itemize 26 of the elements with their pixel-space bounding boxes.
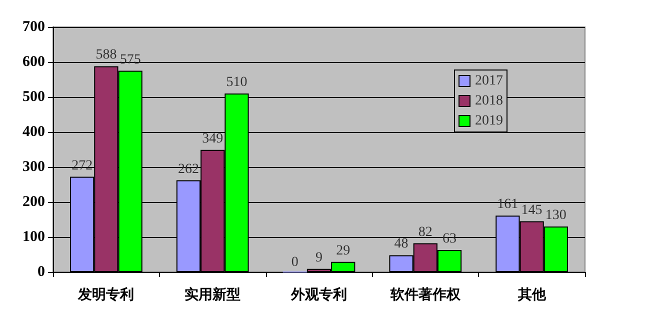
data-label: 145 (521, 202, 542, 218)
y-tick-label: 0 (38, 264, 45, 280)
x-tick-label: 发明专利 (77, 286, 134, 303)
x-tick-label: 软件著作权 (389, 287, 462, 303)
y-tick-label: 400 (22, 124, 45, 140)
y-tick-label: 500 (22, 89, 45, 105)
legend-label: 2018 (475, 94, 503, 108)
y-tick-label: 100 (22, 229, 45, 245)
data-label: 29 (336, 243, 350, 258)
y-tick-label: 200 (22, 194, 45, 210)
x-tick-label: 其他 (516, 287, 547, 303)
y-tick-label: 700 (22, 19, 45, 35)
data-label: 0 (291, 255, 298, 270)
data-label: 349 (202, 131, 224, 146)
legend-label: 2019 (475, 114, 503, 128)
data-label: 510 (226, 75, 248, 90)
y-tick-label: 300 (22, 159, 45, 175)
data-label: 82 (418, 224, 432, 240)
x-tick-label: 外观专利 (290, 286, 347, 303)
data-label: 130 (545, 208, 566, 223)
x-tick-label: 实用新型 (184, 286, 241, 303)
data-label: 48 (394, 236, 408, 252)
y-tick-label: 600 (22, 54, 45, 70)
legend-label: 2017 (475, 74, 503, 88)
data-label: 9 (316, 250, 322, 266)
data-label: 588 (96, 48, 117, 63)
